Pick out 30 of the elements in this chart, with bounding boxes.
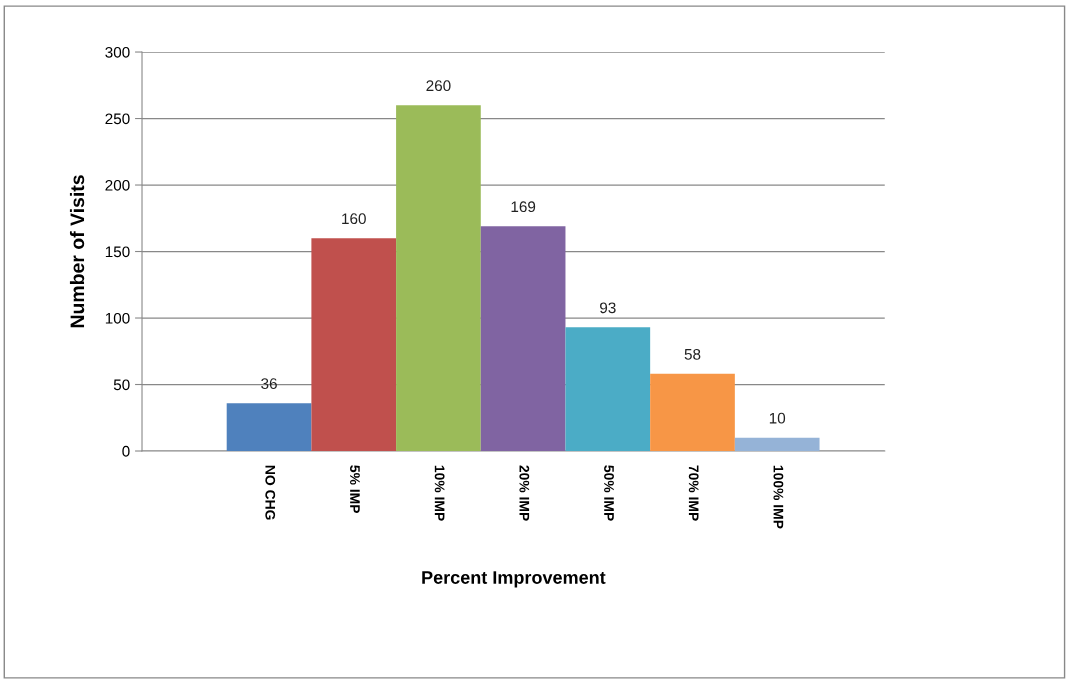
data-label: 36 bbox=[261, 378, 277, 389]
bar bbox=[650, 373, 735, 452]
y-tick-label: 0 bbox=[122, 445, 130, 457]
x-tick-label: 70% IMP bbox=[688, 465, 699, 521]
bar bbox=[396, 105, 481, 452]
y-tick-label: 100 bbox=[105, 312, 130, 324]
x-tick-label: 10% IMP bbox=[434, 465, 445, 521]
x-tick-label: 100% IMP bbox=[773, 465, 784, 529]
x-tick-label: 50% IMP bbox=[604, 465, 614, 521]
x-tick-label: 20% IMP bbox=[519, 465, 530, 521]
y-tick-label: 300 bbox=[105, 46, 130, 58]
x-tick-label: NO CHG bbox=[265, 465, 276, 520]
data-label: 58 bbox=[684, 348, 701, 360]
bar bbox=[311, 238, 397, 452]
y-tick-label: 200 bbox=[105, 179, 130, 191]
bar bbox=[734, 437, 820, 452]
data-label: 93 bbox=[600, 302, 616, 314]
data-label: 160 bbox=[342, 213, 366, 225]
y-tick-label: 250 bbox=[105, 113, 130, 125]
y-axis-title: Number of Visits bbox=[69, 175, 85, 328]
bar bbox=[226, 403, 312, 452]
data-label: 260 bbox=[426, 80, 451, 92]
data-label: 10 bbox=[769, 412, 786, 424]
x-tick-label: 5% IMP bbox=[350, 465, 360, 514]
x-axis-title: Percent Improvement bbox=[422, 571, 606, 588]
bar bbox=[480, 226, 566, 452]
bar bbox=[565, 327, 651, 452]
y-tick-label: 150 bbox=[105, 246, 130, 258]
data-label: 169 bbox=[511, 201, 536, 213]
y-tick-label: 50 bbox=[113, 379, 130, 391]
